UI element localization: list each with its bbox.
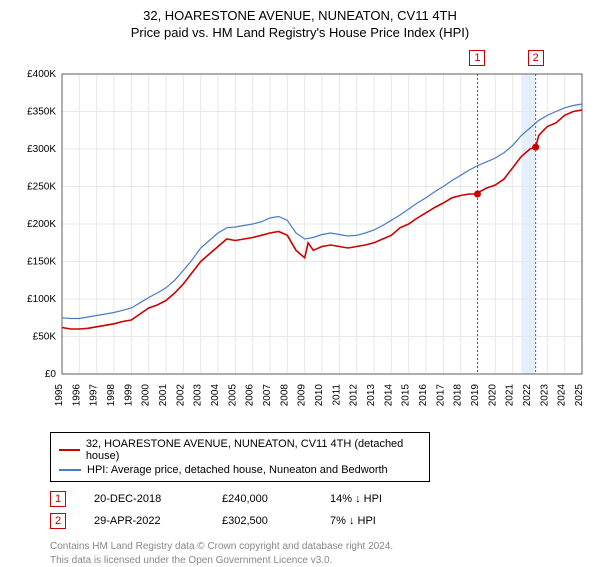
- svg-text:1999: 1999: [123, 384, 134, 407]
- sale-date: 20-DEC-2018: [94, 493, 194, 505]
- sales-table: 1 20-DEC-2018 £240,000 14% ↓ HPI 2 29-APR-202…: [50, 488, 588, 532]
- legend-row: HPI: Average price, detached house, Nune…: [59, 463, 421, 477]
- svg-text:£400K: £400K: [27, 69, 56, 80]
- svg-text:2014: 2014: [383, 384, 394, 407]
- svg-text:1998: 1998: [106, 384, 117, 407]
- svg-text:2019: 2019: [470, 384, 481, 407]
- footer-line-1: Contains HM Land Registry data © Crown c…: [50, 540, 588, 554]
- svg-text:£350K: £350K: [27, 107, 56, 118]
- svg-text:1995: 1995: [54, 384, 65, 407]
- svg-text:2000: 2000: [141, 384, 152, 407]
- svg-text:2011: 2011: [331, 384, 342, 406]
- sale-row: 1 20-DEC-2018 £240,000 14% ↓ HPI: [50, 488, 588, 510]
- sale-marker: 1: [50, 491, 66, 507]
- sale-price: £302,500: [222, 515, 302, 527]
- svg-text:2002: 2002: [175, 384, 186, 407]
- svg-text:2023: 2023: [539, 384, 550, 407]
- legend-label: 32, HOARESTONE AVENUE, NUNEATON, CV11 4T…: [86, 438, 421, 462]
- main-title: 32, HOARESTONE AVENUE, NUNEATON, CV11 4T…: [12, 8, 588, 23]
- svg-text:2025: 2025: [574, 384, 585, 407]
- svg-text:2012: 2012: [349, 384, 360, 407]
- sale-marker: 2: [50, 513, 66, 529]
- svg-text:£200K: £200K: [27, 219, 56, 230]
- svg-text:2003: 2003: [193, 384, 204, 407]
- svg-text:2005: 2005: [227, 384, 238, 407]
- svg-text:2009: 2009: [297, 384, 308, 407]
- svg-text:2008: 2008: [279, 384, 290, 407]
- sub-title: Price paid vs. HM Land Registry's House …: [12, 25, 588, 40]
- svg-text:2017: 2017: [435, 384, 446, 407]
- svg-text:2006: 2006: [245, 384, 256, 407]
- chart-area: 12 £0£50K£100K£150K£200K£250K£300K£350K£…: [12, 46, 588, 426]
- svg-text:2001: 2001: [158, 384, 169, 407]
- chart-marker-1: 1: [469, 50, 485, 66]
- svg-text:1997: 1997: [89, 384, 100, 407]
- sale-diff: 14% ↓ HPI: [330, 493, 382, 505]
- svg-text:£100K: £100K: [27, 294, 56, 305]
- line-chart: £0 £50K £100K £150K £200K £250K £300K £350K £400…: [12, 46, 588, 426]
- svg-text:£250K: £250K: [27, 182, 56, 193]
- svg-text:2022: 2022: [522, 384, 533, 407]
- chart-marker-2: 2: [528, 50, 544, 66]
- legend-label: HPI: Average price, detached house, Nune…: [87, 464, 388, 476]
- svg-text:2010: 2010: [314, 384, 325, 407]
- svg-text:2018: 2018: [453, 384, 464, 407]
- sale-price: £240,000: [222, 493, 302, 505]
- svg-text:£150K: £150K: [27, 257, 56, 268]
- legend: 32, HOARESTONE AVENUE, NUNEATON, CV11 4T…: [50, 432, 430, 482]
- svg-text:2021: 2021: [505, 384, 516, 407]
- svg-text:2007: 2007: [262, 384, 273, 407]
- footer-attribution: Contains HM Land Registry data © Crown c…: [50, 540, 588, 567]
- svg-text:2020: 2020: [487, 384, 498, 407]
- svg-text:2013: 2013: [366, 384, 377, 407]
- legend-row: 32, HOARESTONE AVENUE, NUNEATON, CV11 4T…: [59, 437, 421, 463]
- svg-text:£50K: £50K: [33, 332, 57, 343]
- title-area: 32, HOARESTONE AVENUE, NUNEATON, CV11 4T…: [12, 8, 588, 40]
- footer-line-2: This data is licensed under the Open Gov…: [50, 554, 588, 567]
- sale-diff: 7% ↓ HPI: [330, 515, 376, 527]
- legend-swatch: [59, 449, 80, 451]
- svg-text:£0: £0: [45, 369, 57, 380]
- svg-text:2015: 2015: [401, 384, 412, 407]
- chart-container: 32, HOARESTONE AVENUE, NUNEATON, CV11 4T…: [0, 0, 600, 560]
- svg-text:2016: 2016: [418, 384, 429, 407]
- svg-text:£300K: £300K: [27, 144, 56, 155]
- svg-text:1996: 1996: [71, 384, 82, 407]
- svg-text:2004: 2004: [210, 384, 221, 407]
- sale-date: 29-APR-2022: [94, 515, 194, 527]
- svg-text:2024: 2024: [557, 384, 568, 407]
- legend-swatch: [59, 469, 81, 471]
- sale-row: 2 29-APR-2022 £302,500 7% ↓ HPI: [50, 510, 588, 532]
